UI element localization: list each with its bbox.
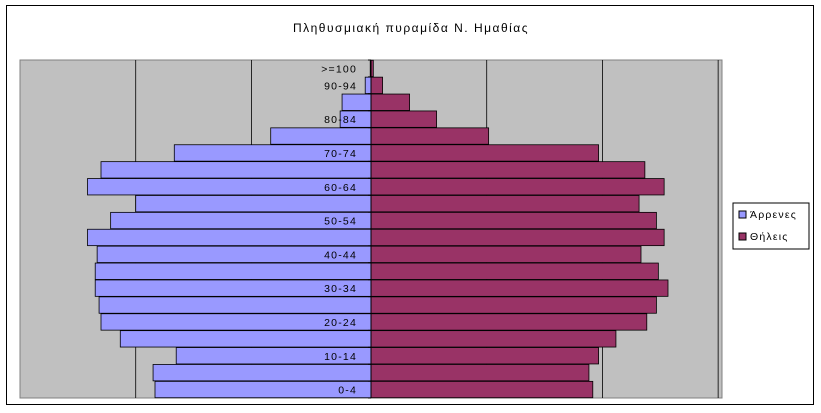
bar-males-5-9 [152,364,372,382]
bar-females-85-89 [370,93,410,111]
legend: Άρρενες Θήλεις [732,202,810,250]
legend-swatch-females [738,232,747,241]
bar-females-70-74 [370,144,599,162]
bar-males-75-79 [270,127,372,145]
bar-females-0-4 [370,380,594,399]
bar-females-50-54 [370,211,657,230]
tick-label-10-14: 10-14 [324,351,357,363]
bar-males-25-29 [98,296,372,314]
legend-label-males: Άρρενες [750,209,797,221]
tick-label-50-54: 50-54 [324,216,357,228]
bar-females-30-34 [370,279,669,297]
tick-label-70-74: 70-74 [324,148,357,160]
bar-males-90-94 [364,76,372,94]
bar-males-15-19 [119,330,372,348]
tick-label-30-34: 30-34 [324,283,357,295]
bar-females-75-79 [370,127,490,145]
bar-males-35-39 [94,262,372,280]
chart-title: Πληθυσμιακή πυραμίδα Ν. Ημαθίας [293,21,529,35]
bar-females-60-64 [370,178,665,196]
tick-label-0-4: 0-4 [338,385,357,397]
bar-females-35-39 [370,262,659,280]
bar-males-85-89 [341,93,372,111]
bar-females-5-9 [370,364,590,382]
tick-label-80-84: 80-84 [324,114,357,126]
bar-females-15-19 [370,330,617,348]
center-axis [368,59,372,399]
category-tick-labels: 0-4 10-14 20-24 30-34 40-44 50-54 60-64 70-74 80… [321,63,357,397]
chart-frame: Πληθυσμιακή πυραμίδα Ν. Ημαθίας 0-4 10-14… [6,5,814,405]
legend-label-females: Θήλεις [750,231,789,243]
bar-females-40-44 [370,245,642,263]
bar-females-55-59 [370,195,640,213]
bar-males-55-59 [135,195,372,213]
bar-females-10-14 [370,347,599,365]
bar-females-25-29 [370,296,657,314]
bars [87,59,669,399]
population-pyramid-chart: Πληθυσμιακή πυραμίδα Ν. Ημαθίας 0-4 10-14… [19,21,810,399]
bar-females-45-49 [370,228,665,247]
tick-label-60-64: 60-64 [324,182,357,194]
tick-label-90-94: 90-94 [324,80,357,92]
bar-males-45-49 [87,228,372,247]
bar-females-20-24 [370,313,648,331]
bar-females-80-84 [370,110,437,128]
tick-label-40-44: 40-44 [324,249,357,261]
bar-females-65-69 [370,161,646,179]
bar-males-65-69 [100,161,372,179]
tick-label->=100: >=100 [321,63,357,75]
legend-swatch-males [738,210,747,219]
bar-females-90-94 [370,76,383,94]
tick-label-20-24: 20-24 [324,317,357,329]
